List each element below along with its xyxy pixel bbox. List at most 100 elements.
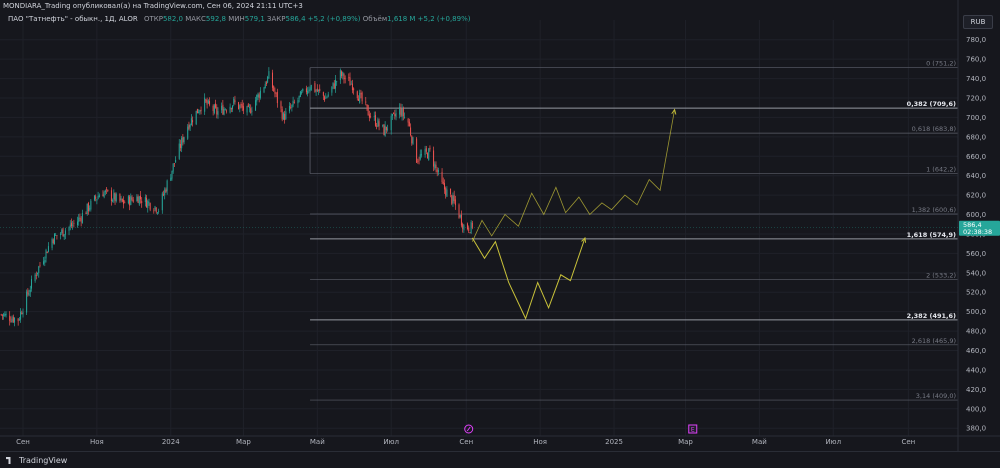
candle-body [47,246,49,252]
candle-body [318,89,320,91]
candle-body [110,190,112,201]
candle-body [34,274,36,281]
price-tick-label: 460,0 [966,347,986,355]
candle-body [146,197,148,208]
candle-body [102,194,104,197]
candle-body [96,199,98,201]
candle-body [419,154,421,160]
candle-body [123,199,125,204]
candle-body [302,88,304,92]
candle-body [35,274,37,276]
candle-body [453,195,455,202]
candle-body [446,189,448,197]
price-tick-label: 520,0 [966,289,986,297]
candle-body [267,76,269,83]
candle-body [242,106,244,111]
candle-body [333,83,335,89]
candle-body [276,91,278,104]
candle-body [164,189,166,196]
price-tick-label: 600,0 [966,211,986,219]
volume-value: 1,618 M +5,2 (+0,89%) [387,15,471,23]
price-tick-label: 540,0 [966,269,986,277]
candle-body [155,207,157,213]
candle-body [113,193,115,200]
candle-body [377,119,379,127]
candle-body [280,101,282,109]
time-tick-label: Май [310,438,325,446]
time-tick-label: 2025 [605,438,623,446]
close-value: 586,4 +5,2 (+0,89%) [285,15,361,23]
candle-body [27,290,29,295]
price-tick-label: 640,0 [966,172,986,180]
candle-body [204,97,206,112]
candle-body [112,200,114,202]
fib-level-label: 0 (751,2) [926,60,956,68]
candles [0,67,473,327]
candle-body [178,143,180,159]
price-tick-label: 740,0 [966,75,986,83]
candle-body [290,107,292,109]
price-tick-label: 560,0 [966,250,986,258]
price-tick-label: 760,0 [966,56,986,64]
candle-body [51,238,53,248]
high-value: 592,8 [205,15,226,23]
candle-body [69,224,71,227]
currency-button[interactable]: RUB [963,15,993,29]
candle-body [357,98,359,101]
candle-body [324,96,326,101]
price-tick-label: 620,0 [966,192,986,200]
candle-body [21,312,23,315]
candle-body [307,90,309,94]
candle-body [314,83,316,92]
candle-body [90,200,92,210]
candle-body [297,100,299,104]
candle-body [56,235,58,237]
dividend-marker-glyph [466,426,471,432]
candle-body [225,110,227,112]
candle-body [38,266,40,273]
candle-body [216,106,218,115]
candle-body [70,222,72,227]
fib-level-label: 1,382 (600,6) [912,206,956,214]
candle-body [73,222,75,224]
candle-body [206,100,208,105]
fib-level-label: 1,618 (574,9) [907,231,956,239]
candle-body [26,291,28,313]
candle-body [171,170,173,179]
candle-body [305,88,307,93]
candle-body [365,101,367,103]
price-tick-label: 680,0 [966,133,986,141]
tradingview-logo[interactable]: TradingView [6,456,67,465]
candle-body [299,91,301,98]
candle-body [120,198,122,200]
candle-body [315,90,317,92]
candle-body [132,199,134,202]
projection-paths [471,108,677,320]
candle-body [139,195,141,200]
candle-body [46,251,48,254]
candle-body [78,217,80,222]
fibonacci-labels: 0 (751,2) 0,382 (709,6) 0,618 (683,8) 1 (64… [907,60,956,400]
candle-body [367,105,369,116]
candle-body [199,110,201,113]
candle-body [408,121,410,127]
candle-body [89,208,91,210]
candle-body [29,289,31,293]
candle-body [147,201,149,208]
candle-body [341,71,343,77]
candle-body [104,190,106,193]
candle-body [460,214,462,226]
candle-body [428,148,430,160]
projection-path [471,237,586,320]
candle-body [412,137,414,145]
candle-body [60,233,62,235]
candle-body [272,72,274,88]
publish-info: MONDIARA_Trading опубликовал(а) на Tradi… [3,2,303,10]
candle-body [189,124,191,128]
candle-body [434,163,436,169]
candle-body [366,104,368,107]
symbol-name[interactable]: ПАО "Татнефть" - обыкн., 1Д, ALOR [8,15,138,23]
candle-body [161,193,163,211]
candle-body [223,108,225,115]
